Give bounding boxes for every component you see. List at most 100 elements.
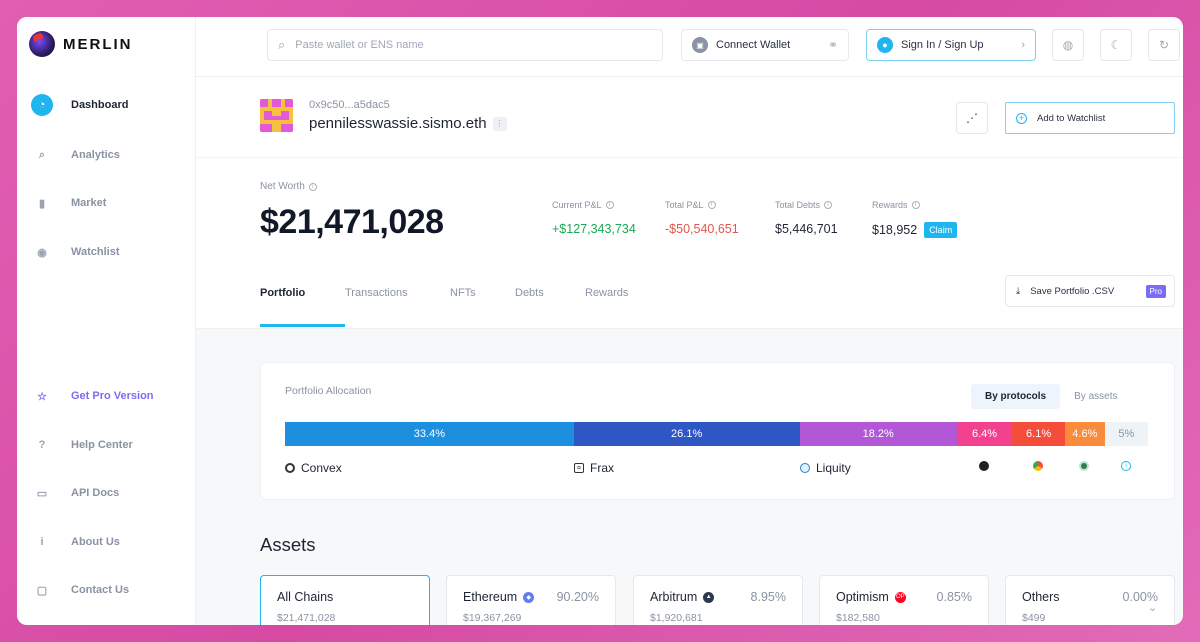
chain-value: $1,920,681	[650, 612, 703, 624]
sidebar-item-label: Help Center	[71, 439, 133, 451]
save-csv-button[interactable]: ⤓ Save Portfolio .CSV Pro	[1005, 275, 1175, 307]
sidebar-item-dashboard[interactable]: ◔ Dashboard	[31, 94, 128, 116]
divider	[196, 157, 1183, 158]
allocation-segment[interactable]: 33.4%	[285, 422, 574, 446]
protocol-4-icon	[979, 461, 989, 471]
allocation-segment[interactable]: 6.4%	[956, 422, 1013, 446]
chain-card-all[interactable]: All Chains $21,471,028	[260, 575, 430, 625]
legend-frax[interactable]: ¤ Frax	[574, 461, 614, 475]
link-icon: ⚭	[827, 38, 838, 52]
bar-chart-icon: ▮	[38, 197, 46, 210]
claim-button[interactable]: Claim	[924, 222, 958, 238]
assets-title: Assets	[260, 534, 316, 555]
watchlist-label: Add to Watchlist	[1037, 112, 1106, 124]
chain-value: $182,580	[836, 612, 880, 624]
allocation-segment[interactable]: 4.6%	[1064, 422, 1105, 446]
sidebar-item-api-docs[interactable]: ▭ API Docs	[31, 482, 120, 504]
chain-percent: 90.20%	[556, 590, 599, 604]
allocation-segment[interactable]: 26.1%	[573, 422, 800, 446]
total-pnl-stat: Total P&L i -$50,540,651	[665, 200, 739, 236]
search-input[interactable]	[295, 39, 636, 51]
share-button[interactable]: ⋰	[956, 102, 988, 134]
by-protocols-button[interactable]: By protocols	[971, 384, 1061, 409]
legend-convex[interactable]: Convex	[285, 461, 342, 475]
sign-in-button[interactable]: ● Sign In / Sign Up ›	[866, 29, 1036, 61]
search-icon: ⌕	[38, 148, 46, 161]
legend-label: Frax	[590, 461, 614, 475]
allocation-segment[interactable]: 5%	[1104, 422, 1148, 446]
tab-transactions[interactable]: Transactions	[345, 287, 408, 299]
tab-debts[interactable]: Debts	[515, 287, 544, 299]
more-options-icon[interactable]: ⋮	[492, 116, 507, 131]
sidebar-item-label: Market	[71, 197, 107, 209]
info-icon[interactable]: i	[605, 201, 614, 209]
tab-nfts[interactable]: NFTs	[450, 287, 476, 299]
legend-label: Liquity	[816, 461, 851, 475]
wallet-icon: ▣	[692, 37, 708, 53]
protocol-6-icon	[1079, 461, 1089, 471]
convex-icon	[285, 463, 295, 473]
plus-circle-icon: +	[1016, 112, 1027, 124]
tab-portfolio[interactable]: Portfolio	[260, 287, 345, 327]
eye-icon: ◉	[37, 246, 47, 259]
info-icon[interactable]: i	[824, 201, 833, 209]
dashboard-icon: ◔	[31, 94, 53, 116]
tab-rewards[interactable]: Rewards	[585, 287, 629, 299]
chain-name: Arbitrum	[650, 590, 698, 604]
brand[interactable]: MERLIN	[29, 31, 133, 57]
add-to-watchlist-button[interactable]: + Add to Watchlist	[1005, 102, 1175, 134]
sidebar-item-analytics[interactable]: ⌕ Analytics	[31, 144, 120, 166]
allocation-segment[interactable]: 6.1%	[1012, 422, 1065, 446]
info-icon[interactable]: i	[911, 201, 920, 209]
chain-card-optimism[interactable]: Optimism OP 0.85% $182,580	[819, 575, 989, 625]
sidebar-item-about-us[interactable]: i About Us	[31, 531, 119, 553]
globe-icon: ◍	[1062, 38, 1074, 52]
allocation-bar: 33.4% 26.1% 18.2% 6.4% 6.1% 4.6% 5%	[285, 422, 1148, 446]
chain-card-others[interactable]: Others 0.00% $499	[1005, 575, 1175, 625]
info-icon[interactable]: i	[308, 182, 317, 191]
rewards-label: Rewards	[872, 200, 908, 210]
chain-card-ethereum[interactable]: Ethereum ◆ 90.20% $19,367,269	[446, 575, 616, 625]
chevron-right-icon: ›	[1021, 39, 1025, 51]
chevron-down-icon[interactable]: ⌄	[1148, 602, 1158, 614]
sidebar-item-get-pro[interactable]: ☆ Get Pro Version	[31, 385, 153, 407]
moon-icon: ☾	[1110, 38, 1122, 52]
search-box[interactable]: ⌕	[267, 29, 663, 61]
chain-percent: 0.85%	[936, 590, 972, 604]
total-pnl-label: Total P&L	[665, 200, 704, 210]
legend-protocol-4[interactable]	[979, 461, 989, 471]
chain-name: Others	[1022, 590, 1060, 604]
total-debts-label: Total Debts	[775, 200, 821, 210]
allocation-segment[interactable]: 18.2%	[799, 422, 957, 446]
star-icon: ☆	[37, 390, 47, 403]
legend-label: Convex	[301, 461, 342, 475]
sidebar-item-label: Contact Us	[71, 584, 130, 596]
chain-card-arbitrum[interactable]: Arbitrum ▲ 8.95% $1,920,681	[633, 575, 803, 625]
legend-others[interactable]: i	[1121, 461, 1131, 471]
ethereum-icon: ◆	[523, 591, 535, 603]
sidebar-item-help-center[interactable]: ? Help Center	[31, 434, 133, 456]
by-assets-button[interactable]: By assets	[1074, 391, 1118, 402]
sidebar-item-watchlist[interactable]: ◉ Watchlist	[31, 241, 119, 263]
divider	[196, 328, 1183, 329]
legend-liquity[interactable]: Liquity	[800, 461, 851, 475]
sidebar-item-label: Dashboard	[71, 99, 129, 111]
sidebar-item-market[interactable]: ▮ Market	[31, 192, 107, 214]
language-button[interactable]: ◍	[1052, 29, 1084, 61]
theme-toggle-button[interactable]: ☾	[1100, 29, 1132, 61]
sidebar: MERLIN ◔ Dashboard ⌕ Analytics ▮ Market …	[17, 17, 196, 625]
info-icon: i	[40, 536, 44, 548]
chain-value: $499	[1022, 612, 1046, 624]
sign-in-label: Sign In / Sign Up	[901, 39, 984, 51]
legend-protocol-5[interactable]	[1033, 461, 1043, 471]
refresh-button[interactable]: ↻	[1148, 29, 1180, 61]
sidebar-item-label: API Docs	[71, 487, 120, 499]
sidebar-item-contact-us[interactable]: ▢ Contact Us	[31, 579, 129, 601]
legend-protocol-6[interactable]	[1079, 461, 1089, 471]
chat-icon: ▢	[36, 584, 48, 597]
connect-wallet-button[interactable]: ▣ Connect Wallet ⚭	[681, 29, 849, 61]
info-icon[interactable]: i	[707, 201, 716, 209]
allocation-title: Portfolio Allocation	[285, 385, 372, 397]
wallet-address: 0x9c50...a5dac5	[309, 99, 390, 111]
user-icon: ●	[877, 37, 893, 53]
